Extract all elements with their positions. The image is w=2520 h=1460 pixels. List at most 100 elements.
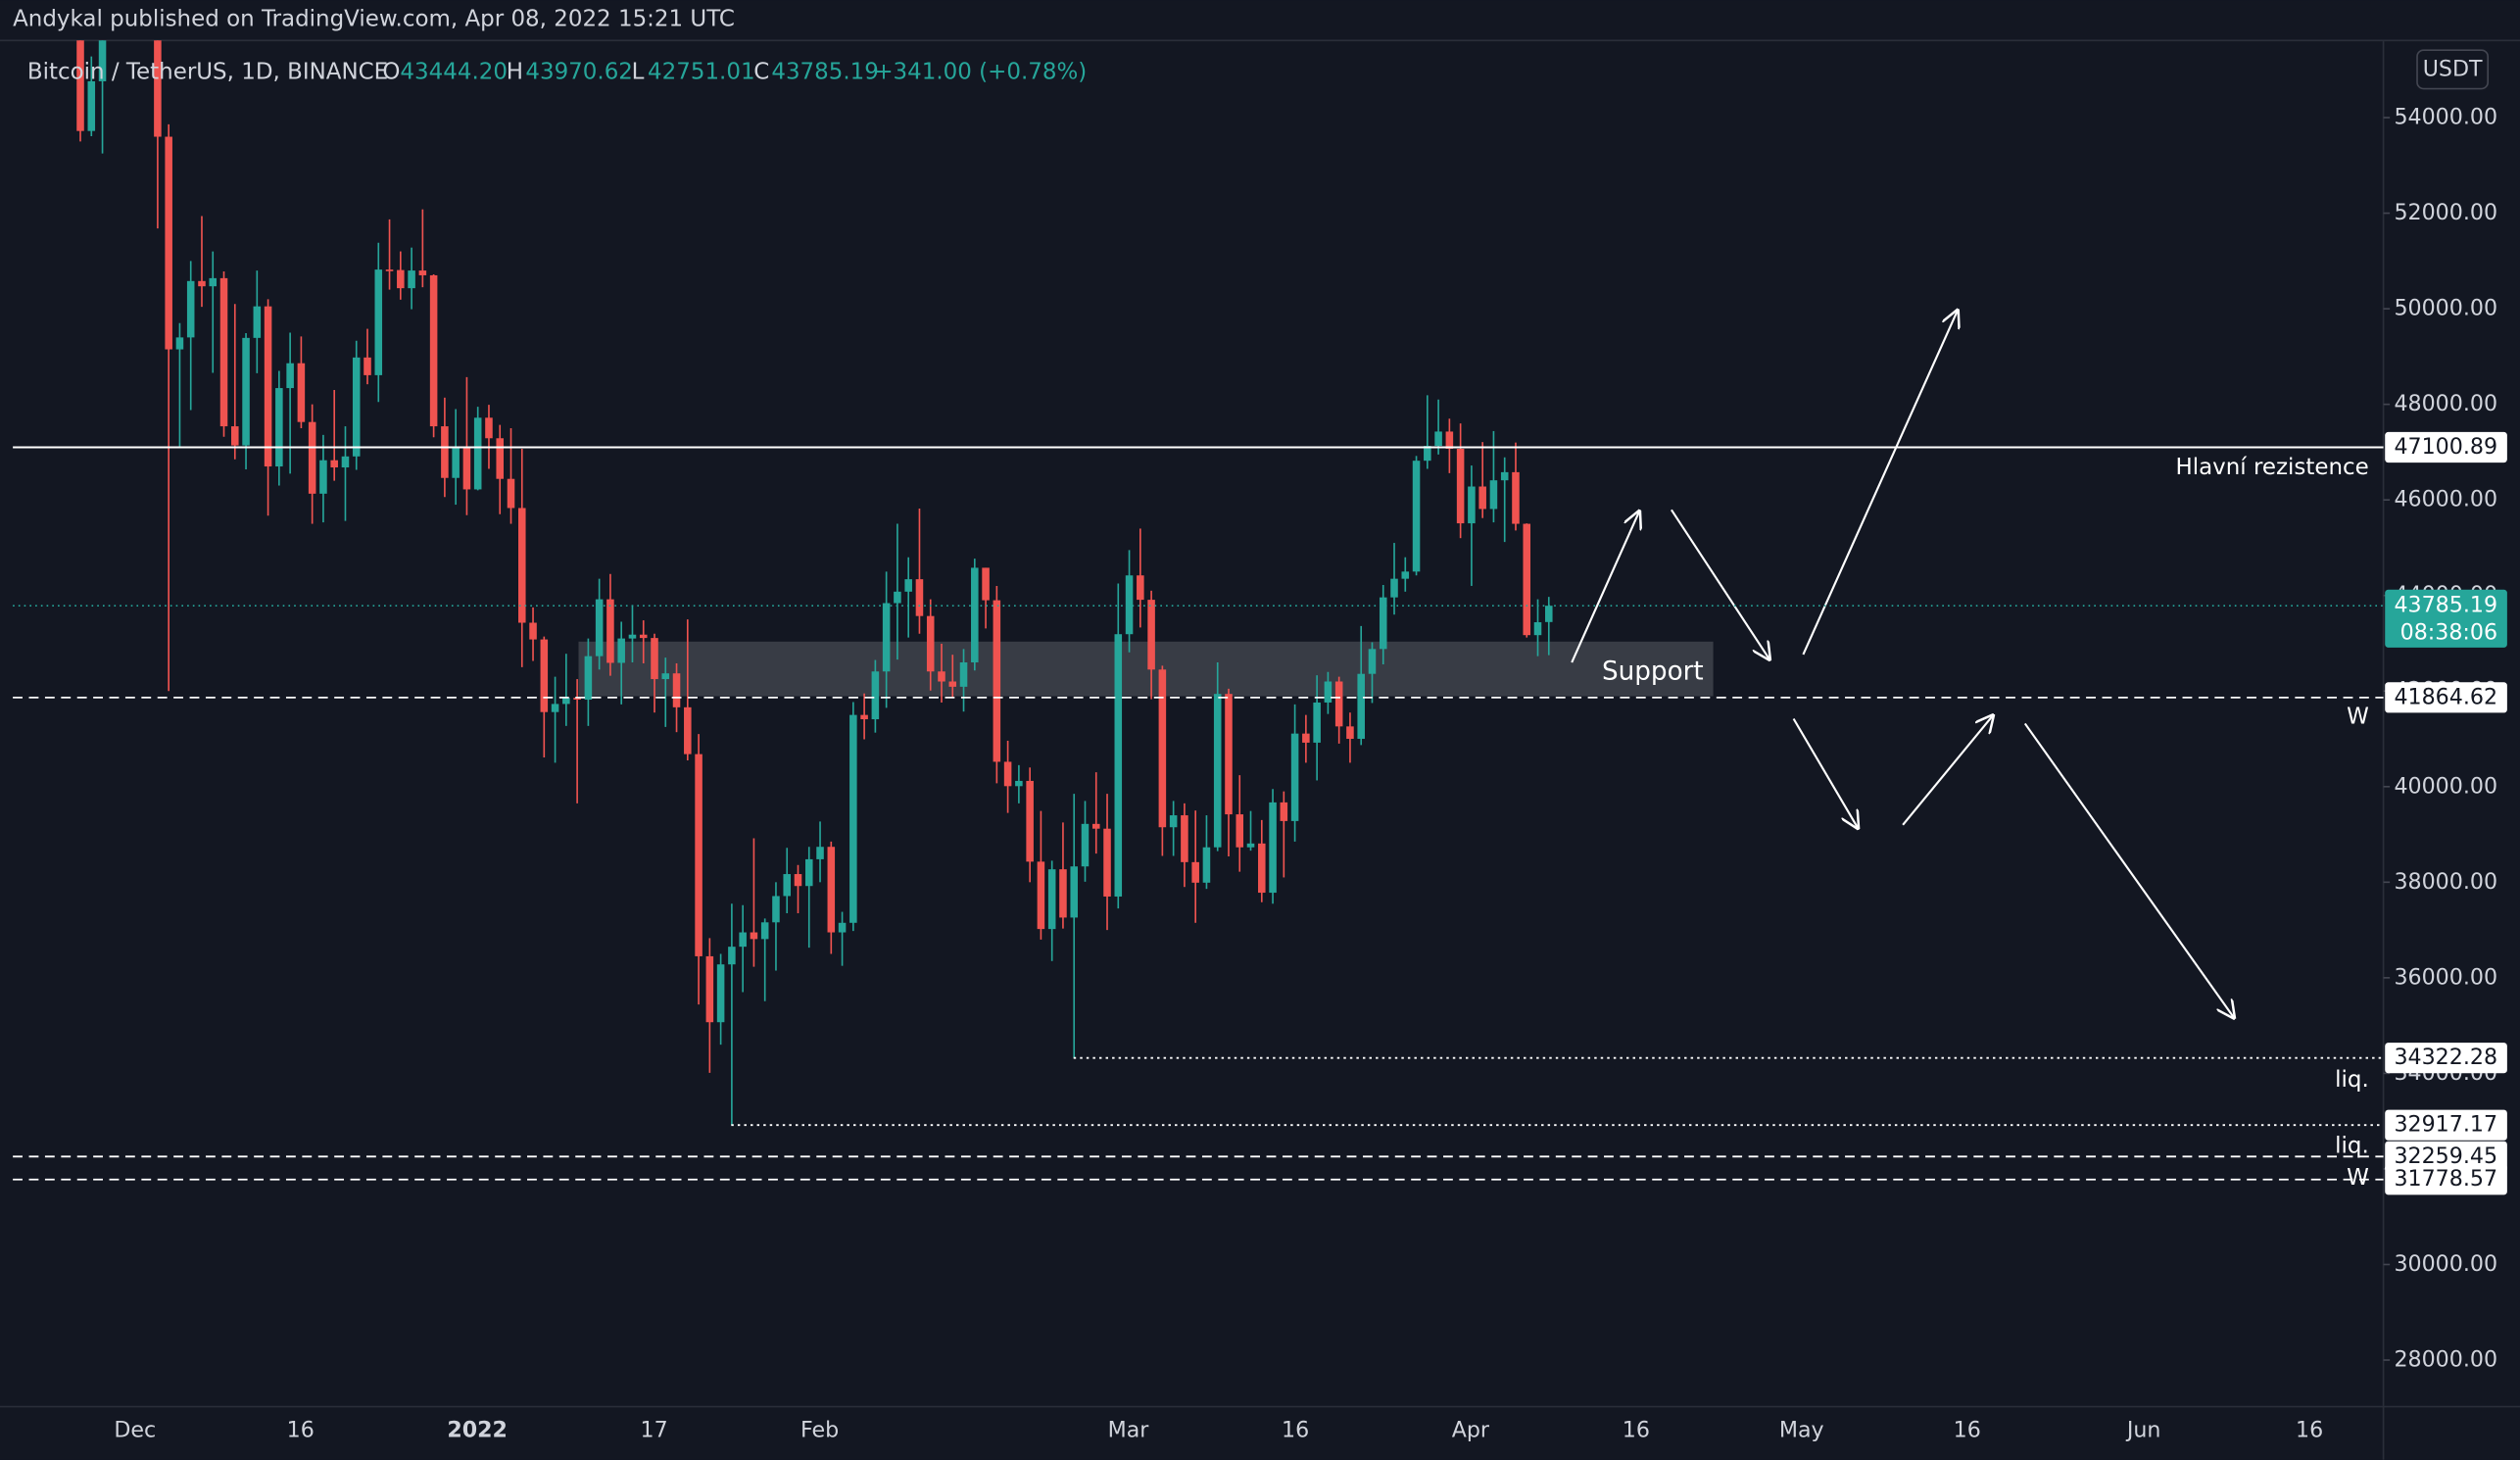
candle-body: [982, 567, 990, 601]
candle-body: [1445, 431, 1454, 449]
candle-body: [1026, 780, 1034, 862]
candle-body: [507, 478, 515, 509]
candle-body: [374, 269, 383, 375]
level-note: liq.: [2335, 1133, 2369, 1158]
candle-body: [915, 579, 924, 616]
candle-body: [684, 706, 692, 754]
candle-body: [794, 874, 802, 887]
candle-body: [894, 591, 901, 604]
candle-body: [1258, 843, 1266, 894]
currency-box: [2416, 49, 2490, 90]
candle-body: [441, 426, 449, 478]
candle-body: [1346, 726, 1354, 740]
level-note: liq.: [2335, 1067, 2369, 1093]
candle-body: [341, 456, 350, 468]
candle-body: [319, 460, 327, 494]
arrow: [1671, 509, 1769, 659]
candle-body: [1512, 471, 1520, 524]
candle-body: [165, 136, 172, 350]
candle-body: [1401, 571, 1410, 579]
candle-body: [672, 673, 681, 707]
y-tick-label: 28000.00: [2394, 1347, 2497, 1373]
candle-body: [219, 277, 228, 427]
candle-body: [1015, 780, 1023, 787]
y-tick-label: 50000.00: [2394, 296, 2497, 321]
candle-body: [948, 681, 957, 687]
legend-open-label: O: [382, 60, 400, 85]
level-label-box: [2385, 1043, 2507, 1074]
x-tick-label: 2022: [447, 1418, 508, 1443]
candle-body: [473, 417, 482, 490]
candle-body: [529, 622, 537, 640]
candle-body: [584, 656, 593, 701]
candle-body: [330, 460, 338, 468]
x-tick-label: 16: [1282, 1418, 1309, 1443]
candle-body: [804, 858, 813, 887]
candle-body: [1213, 694, 1222, 848]
legend-change: +341.00 (+0.78%): [874, 60, 1087, 85]
candle-body: [871, 671, 880, 720]
candle-body: [385, 269, 394, 271]
candle-body: [1456, 448, 1465, 524]
candle-body: [816, 847, 824, 859]
level-label: 31778.57: [2394, 1166, 2497, 1192]
y-tick-label: 46000.00: [2394, 487, 2497, 512]
candle-body: [849, 714, 857, 923]
candle-body: [1191, 861, 1199, 883]
candle-body: [231, 426, 239, 446]
last-price-label: 43785.19: [2394, 593, 2497, 618]
candle-body: [716, 964, 725, 1023]
level-note: W: [2347, 1165, 2369, 1191]
level-label: 47100.89: [2394, 434, 2497, 460]
y-tick-label: 52000.00: [2394, 200, 2497, 225]
legend-close-label: C: [753, 60, 769, 85]
zone-label: Support: [1602, 657, 1704, 686]
candle-body: [1500, 471, 1509, 481]
candle-body: [827, 847, 836, 933]
candle-body: [1181, 815, 1188, 862]
legend-low-label: L: [632, 60, 645, 85]
candle-body: [1533, 622, 1542, 636]
level-label: 34322.28: [2394, 1045, 2497, 1070]
candle-body: [209, 277, 218, 287]
candle-body: [1158, 669, 1167, 828]
candle-body: [198, 280, 206, 287]
candle-body: [1545, 606, 1553, 622]
candle-body: [1478, 486, 1486, 510]
candle-body: [308, 421, 316, 494]
candle-body: [352, 357, 361, 457]
plot: [76, 40, 1553, 1126]
candle-body: [783, 874, 791, 897]
level-label-box: [2385, 431, 2507, 463]
candle-body: [617, 638, 625, 663]
level-label: 41864.62: [2394, 684, 2497, 709]
candle-body: [496, 438, 505, 479]
candle-body: [429, 274, 438, 427]
candle-body: [1434, 431, 1442, 447]
x-tick-label: Dec: [114, 1418, 156, 1443]
level-label: 32917.17: [2394, 1112, 2497, 1138]
y-tick-label: 48000.00: [2394, 391, 2497, 416]
candle-body: [1489, 480, 1498, 510]
y-tick-label: 38000.00: [2394, 869, 2497, 895]
candle-body: [264, 306, 272, 467]
candle-body: [705, 955, 714, 1023]
candle-body: [750, 932, 758, 940]
legend-low: 42751.01: [648, 60, 755, 85]
candle-body: [286, 363, 294, 389]
level-note: Hlavní rezistence: [2175, 455, 2368, 480]
x-tick-label: 16: [2296, 1418, 2323, 1443]
arrow: [2023, 722, 2234, 1017]
candle-body: [275, 388, 283, 467]
candle-body: [551, 704, 559, 712]
header: Andykal published on TradingView.com, Ap…: [13, 6, 735, 31]
candle-body: [1412, 461, 1421, 572]
x-tick-label: Feb: [800, 1418, 839, 1443]
candle-body: [242, 337, 250, 446]
candle-body: [1468, 486, 1476, 524]
candle-body: [1357, 673, 1365, 740]
candle-body: [76, 40, 84, 131]
level-label-box: [2385, 1164, 2507, 1195]
candle-body: [838, 922, 847, 933]
